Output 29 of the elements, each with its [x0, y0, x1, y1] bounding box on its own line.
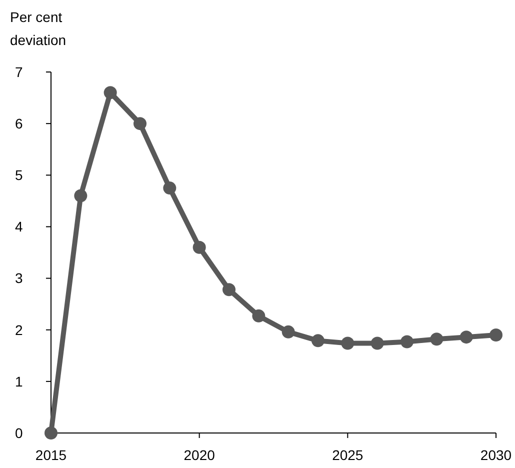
- point: [282, 325, 295, 338]
- point: [370, 336, 384, 350]
- point: [104, 86, 117, 100]
- point: [341, 336, 354, 350]
- point: [490, 328, 502, 342]
- y-tick-label: 0: [15, 424, 23, 441]
- point: [460, 330, 473, 344]
- point: [44, 426, 58, 440]
- point: [192, 240, 206, 254]
- y-tick-label: 3: [15, 270, 23, 286]
- x-tick-label: 2020: [184, 447, 216, 463]
- y-tick-label: 5: [15, 167, 23, 184]
- x-tick-label: 2030: [480, 447, 512, 463]
- y-tick-label: 1: [15, 373, 23, 390]
- point: [222, 283, 236, 296]
- y-tick-label: 4: [15, 218, 23, 235]
- point: [400, 335, 414, 348]
- point: [430, 332, 444, 346]
- point: [312, 334, 324, 348]
- x-tick-label: 2025: [332, 447, 364, 463]
- x-tick-label: 2015: [35, 447, 67, 463]
- y-tick-label: 2: [15, 322, 23, 338]
- y-axis-title: Per cent deviation: [10, 9, 66, 48]
- point: [252, 309, 266, 322]
- y-tick-label: 7: [15, 64, 23, 80]
- point: [134, 117, 146, 130]
- point: [74, 189, 88, 202]
- y-tick-label: 6: [15, 115, 23, 132]
- point: [163, 182, 176, 195]
